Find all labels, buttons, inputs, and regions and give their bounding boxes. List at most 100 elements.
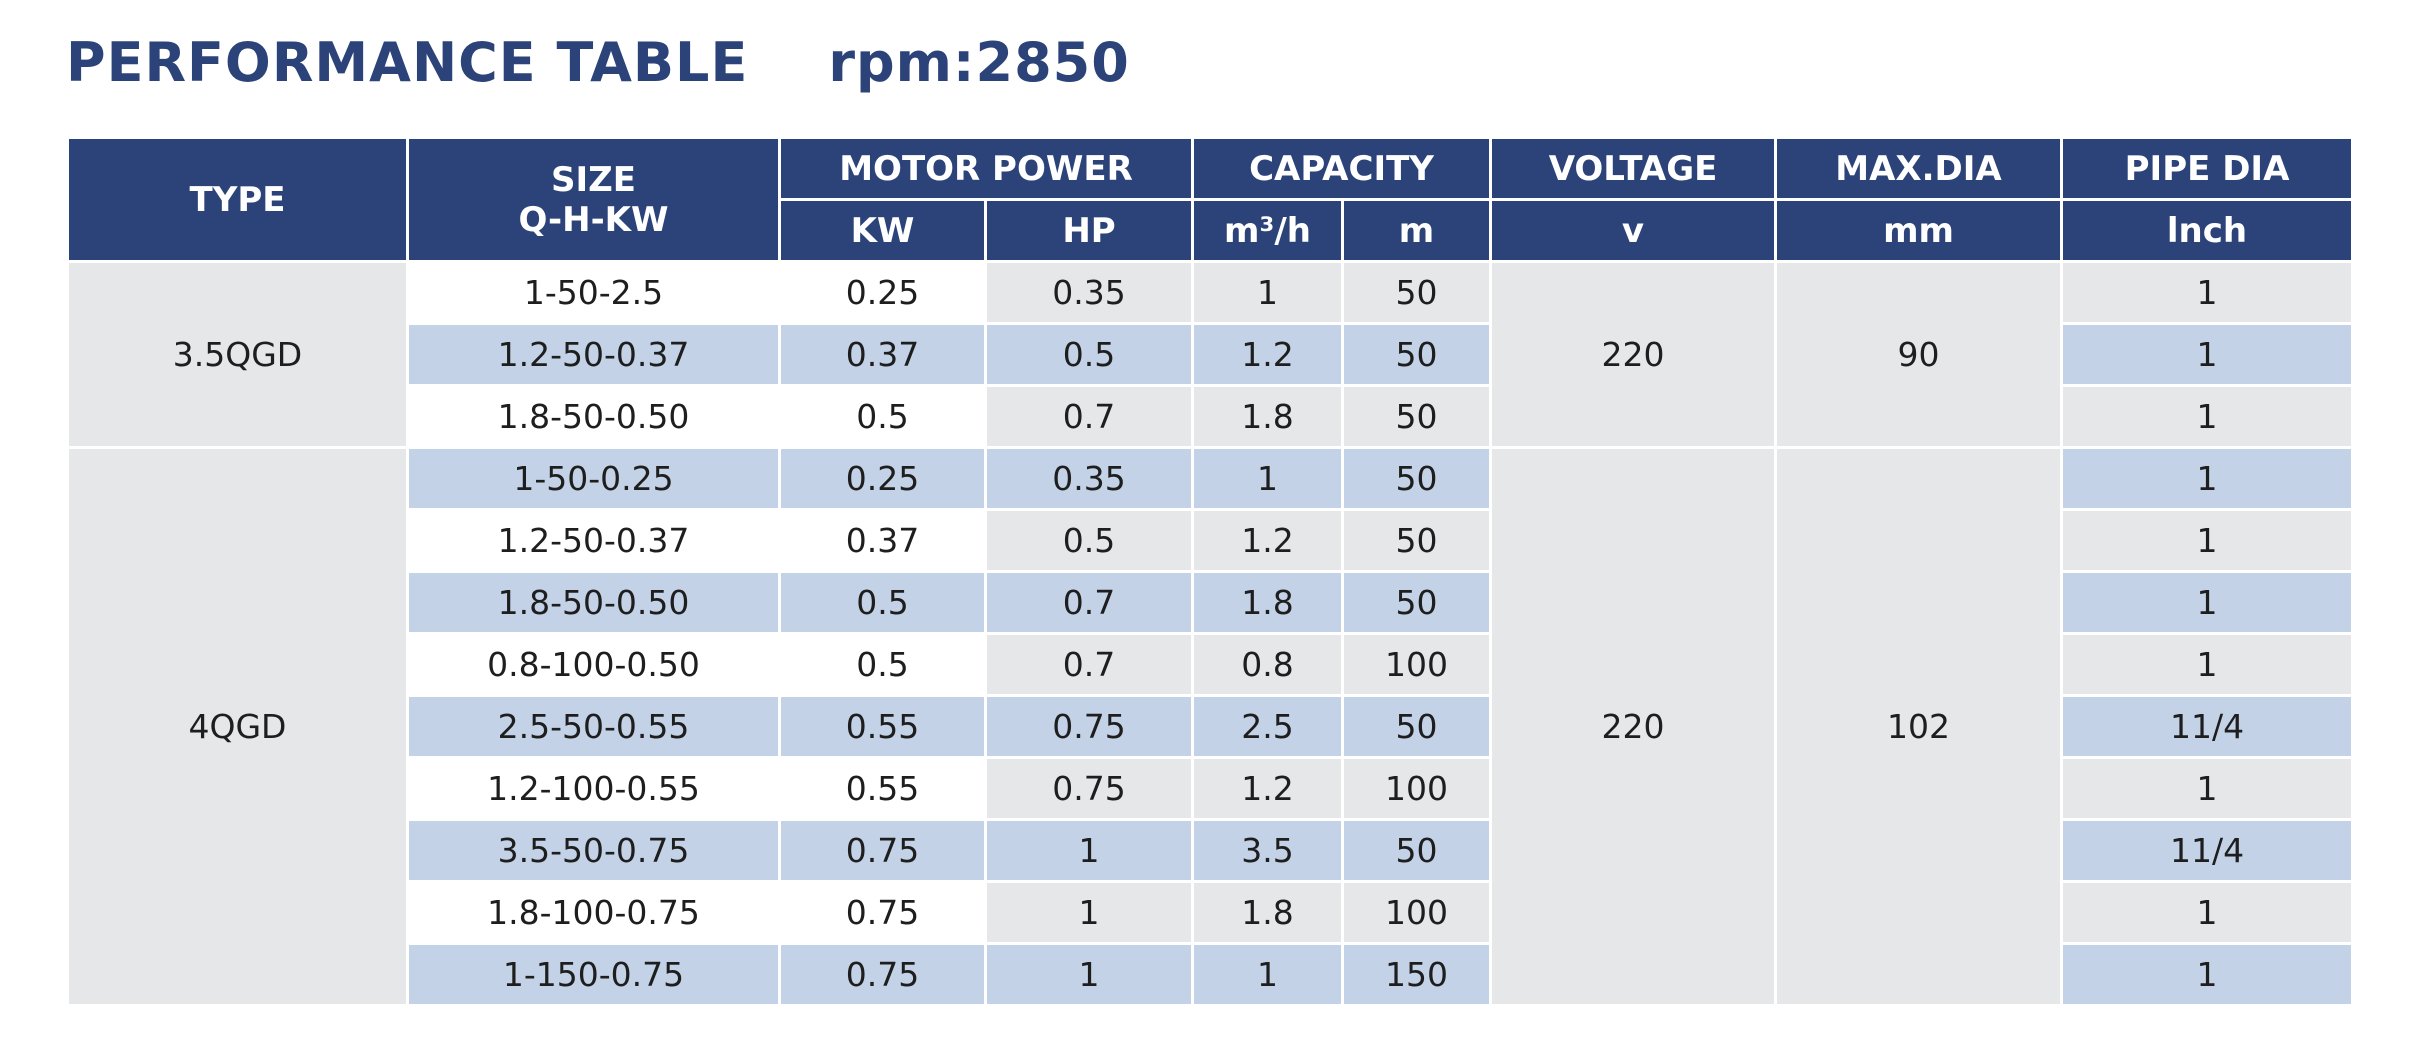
table-row: 3.5QGD 1-50-2.5 0.25 0.35 1 50 220 90 1	[66, 260, 2355, 449]
m-cell: 100	[1340, 756, 1493, 821]
m-cell: 100	[1340, 632, 1493, 697]
hp-cell: 0.75	[984, 756, 1194, 821]
table-row: 3.5-50-0.75 0.75 1 3.5 50 11/4	[68, 818, 2355, 883]
size-cell: 1.8-100-0.75	[406, 880, 781, 945]
pipe-cell: 1	[2060, 570, 2355, 635]
m-cell: 50	[1340, 818, 1493, 883]
page-title: PERFORMANCE TABLE	[66, 30, 749, 94]
performance-table: TYPE SIZE Q-H-KW MOTOR POWER CAPACITY VO…	[66, 136, 2355, 1007]
m3h-cell: 2.5	[1191, 694, 1344, 759]
size-cell: 1-50-2.5	[406, 260, 781, 325]
m3h-cell: 1.2	[1191, 508, 1344, 573]
header-size-line2: Q-H-KW	[518, 199, 669, 240]
pipe-cell: 11/4	[2060, 694, 2355, 759]
m-cell: 50	[1340, 260, 1493, 325]
m-cell: 50	[1340, 694, 1493, 759]
table-row: 1.8-50-0.50 0.5 0.7 1.8 50 1	[68, 384, 2355, 449]
pipe-cell: 1	[2060, 942, 2355, 1007]
table-row: 1.2-100-0.55 0.55 0.75 1.2 100 1	[68, 756, 2355, 821]
size-cell: 0.8-100-0.50	[406, 632, 781, 697]
kw-cell: 0.5	[778, 570, 987, 635]
header-max-dia: MAX.DIA	[1774, 136, 2064, 201]
kw-cell: 0.75	[778, 818, 987, 883]
header-voltage: VOLTAGE	[1489, 136, 1778, 201]
kw-cell: 0.55	[778, 756, 987, 821]
header-v: v	[1489, 198, 1778, 263]
m3h-cell: 1.2	[1191, 322, 1344, 387]
type-cell: 3.5QGD	[66, 260, 409, 449]
hp-cell: 0.5	[984, 508, 1194, 573]
hp-cell: 0.7	[984, 384, 1194, 449]
kw-cell: 0.5	[778, 632, 987, 697]
voltage-cell: 220	[1489, 446, 1778, 1007]
table-row: 2.5-50-0.55 0.55 0.75 2.5 50 11/4	[68, 694, 2355, 759]
header-m: m	[1340, 198, 1493, 263]
table-row: 1.8-50-0.50 0.5 0.7 1.8 50 1	[68, 570, 2355, 635]
header-mm: mm	[1774, 198, 2064, 263]
kw-cell: 0.75	[778, 942, 987, 1007]
pipe-cell: 1	[2060, 260, 2355, 325]
header-capacity: CAPACITY	[1190, 136, 1493, 201]
m3h-cell: 1	[1191, 260, 1344, 325]
hp-cell: 0.7	[984, 570, 1194, 635]
m-cell: 50	[1340, 384, 1493, 449]
m-cell: 100	[1340, 880, 1493, 945]
m-cell: 150	[1340, 942, 1493, 1007]
hp-cell: 0.7	[984, 632, 1194, 697]
voltage-cell: 220	[1489, 260, 1778, 449]
kw-cell: 0.25	[778, 260, 987, 325]
page-header: PERFORMANCE TABLE rpm:2850	[66, 22, 1130, 102]
table-row: 1.8-100-0.75 0.75 1 1.8 100 1	[68, 880, 2355, 945]
size-cell: 1.2-50-0.37	[406, 508, 781, 573]
m3h-cell: 1.8	[1191, 570, 1344, 635]
header-type: TYPE	[66, 136, 409, 263]
pipe-cell: 1	[2060, 322, 2355, 387]
size-cell: 1-150-0.75	[406, 942, 781, 1007]
hp-cell: 1	[984, 942, 1194, 1007]
kw-cell: 0.5	[778, 384, 987, 449]
header-m3h: m³/h	[1191, 198, 1344, 263]
m3h-cell: 1.2	[1191, 756, 1344, 821]
kw-cell: 0.25	[778, 446, 987, 511]
table-row: 4QGD 1-50-0.25 0.25 0.35 1 50 220 102 1	[66, 446, 2355, 1007]
pipe-cell: 1	[2060, 880, 2355, 945]
m-cell: 50	[1340, 570, 1493, 635]
m3h-cell: 1	[1191, 942, 1344, 1007]
hp-cell: 1	[984, 818, 1194, 883]
pipe-cell: 1	[2060, 446, 2355, 511]
header-pipe-dia: PIPE DIA	[2060, 136, 2355, 201]
size-cell: 2.5-50-0.55	[406, 694, 781, 759]
kw-cell: 0.55	[778, 694, 987, 759]
m3h-cell: 3.5	[1191, 818, 1344, 883]
kw-cell: 0.75	[778, 880, 987, 945]
pipe-cell: 1	[2060, 756, 2355, 821]
pipe-cell: 11/4	[2060, 818, 2355, 883]
header-size-line1: SIZE	[550, 159, 637, 200]
m3h-cell: 1	[1191, 446, 1344, 511]
size-cell: 1-50-0.25	[406, 446, 781, 511]
max-dia-cell: 102	[1774, 446, 2064, 1007]
table-row: 1-150-0.75 0.75 1 1 150 1	[68, 942, 2355, 1007]
hp-cell: 0.5	[984, 322, 1194, 387]
header-size: SIZE Q-H-KW	[406, 136, 781, 263]
pipe-cell: 1	[2060, 384, 2355, 449]
table-row: 1.2-50-0.37 0.37 0.5 1.2 50 1	[68, 322, 2355, 387]
m3h-cell: 0.8	[1191, 632, 1344, 697]
pipe-cell: 1	[2060, 632, 2355, 697]
size-cell: 3.5-50-0.75	[406, 818, 781, 883]
hp-cell: 1	[984, 880, 1194, 945]
header-kw: KW	[778, 198, 987, 263]
m3h-cell: 1.8	[1191, 384, 1344, 449]
table-row: 0.8-100-0.50 0.5 0.7 0.8 100 1	[68, 632, 2355, 697]
m3h-cell: 1.8	[1191, 880, 1344, 945]
kw-cell: 0.37	[778, 508, 987, 573]
size-cell: 1.2-50-0.37	[406, 322, 781, 387]
size-cell: 1.8-50-0.50	[406, 570, 781, 635]
m-cell: 50	[1340, 446, 1493, 511]
hp-cell: 0.75	[984, 694, 1194, 759]
header-hp: HP	[984, 198, 1194, 263]
rpm-label: rpm:2850	[828, 30, 1130, 94]
table-row: 1.2-50-0.37 0.37 0.5 1.2 50 1	[68, 508, 2355, 573]
size-cell: 1.8-50-0.50	[406, 384, 781, 449]
max-dia-cell: 90	[1774, 260, 2064, 449]
